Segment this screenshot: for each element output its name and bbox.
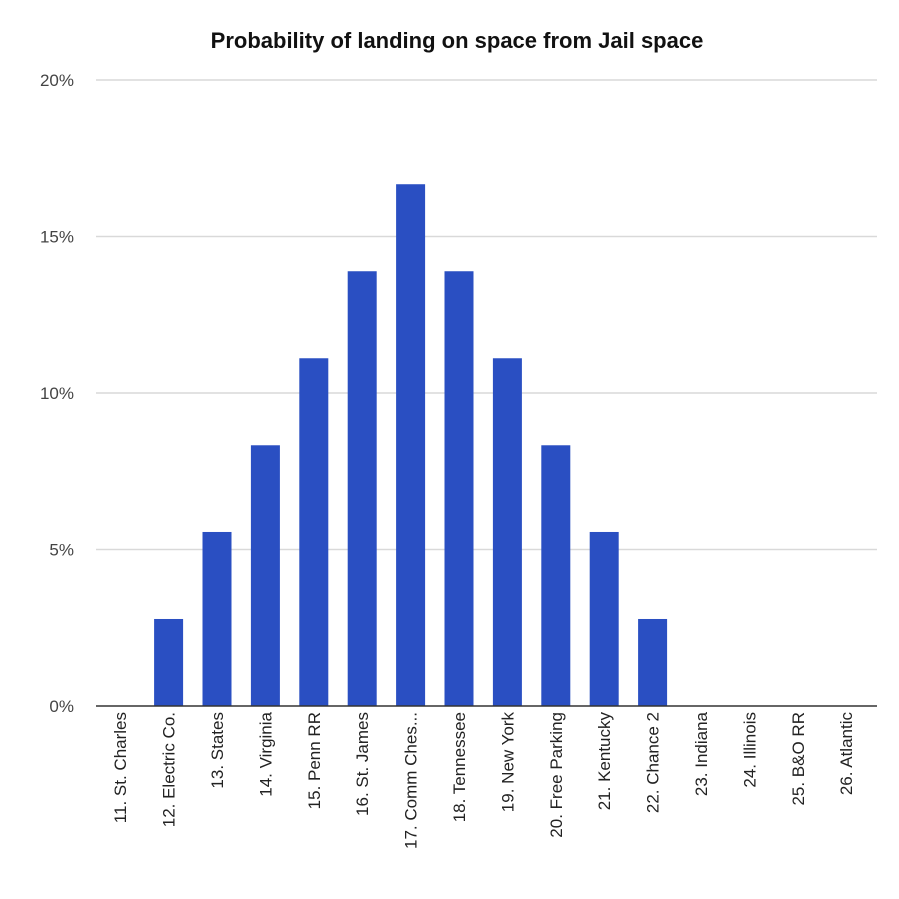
y-tick-label: 10%: [40, 384, 74, 403]
x-tick-label: 25. B&O RR: [789, 712, 808, 806]
bar: [492, 358, 522, 706]
x-tick-label: 14. Virginia: [256, 711, 275, 796]
x-tick-label: 26. Atlantic: [837, 712, 856, 796]
x-tick-label: 22. Chance 2: [644, 712, 663, 813]
bar: [299, 358, 329, 706]
gridlines: [96, 79, 877, 551]
x-tick-label: 20. Free Parking: [547, 712, 566, 838]
x-axis-tick-labels: 11. St. Charles 12. Electric Co. 13. State…: [111, 711, 856, 849]
x-tick-label: 11. St. Charles: [111, 712, 130, 823]
x-tick-label: 18. Tennessee: [450, 712, 469, 822]
bar: [202, 531, 232, 706]
bar: [396, 184, 426, 706]
y-axis-tick-labels: 0% 5% 10% 15% 20%: [40, 71, 74, 716]
y-tick-label: 5%: [49, 541, 74, 560]
y-tick-label: 0%: [49, 697, 74, 716]
x-tick-label: 16. St. James: [353, 712, 372, 816]
bar: [154, 618, 184, 706]
bar: [589, 531, 619, 706]
y-tick-label: 20%: [40, 71, 74, 90]
bar: [444, 271, 474, 706]
x-tick-label: 12. Electric Co.: [160, 712, 179, 827]
x-tick-label: 21. Kentucky: [595, 712, 614, 811]
y-tick-label: 15%: [40, 228, 74, 247]
x-tick-label: 19. New York: [498, 712, 517, 813]
bar: [347, 271, 377, 706]
x-tick-label: 15. Penn RR: [305, 712, 324, 809]
chart-title: Probability of landing on space from Jai…: [211, 28, 704, 53]
x-tick-label: 24. Illinois: [740, 712, 759, 788]
bar: [541, 445, 571, 706]
bar: [638, 618, 668, 706]
x-tick-label: 13. States: [208, 712, 227, 789]
bars: [154, 184, 668, 706]
x-tick-label: 23. Indiana: [692, 711, 711, 796]
x-tick-label: 17. Comm Ches...: [402, 712, 421, 849]
bar: [250, 445, 280, 706]
